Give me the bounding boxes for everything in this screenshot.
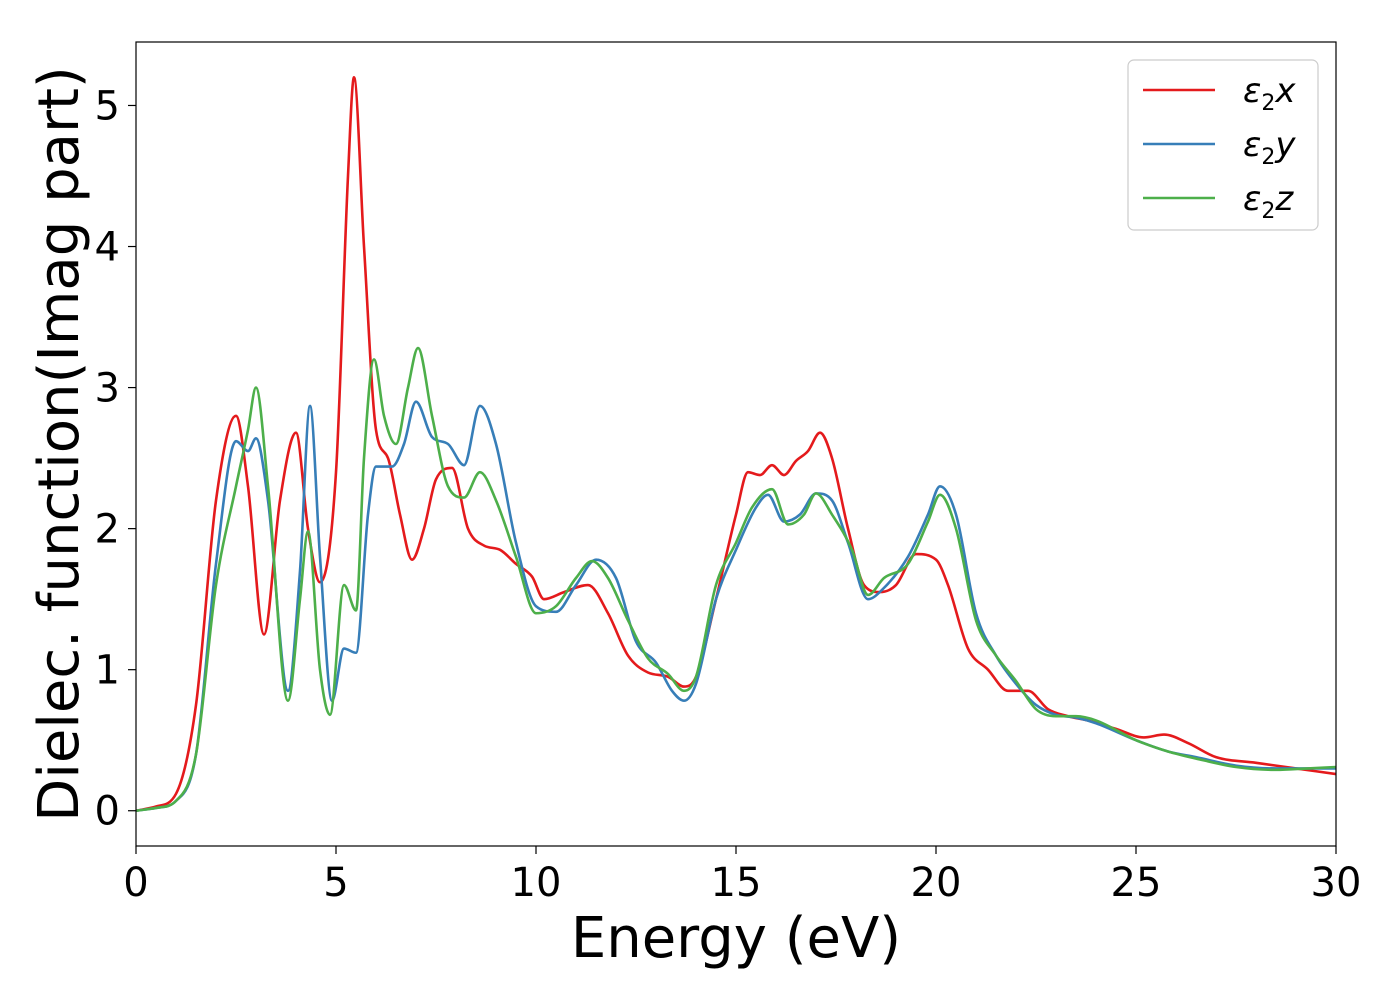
y-tick-label: 1 xyxy=(95,648,120,694)
legend: ε2x ε2y ε2z xyxy=(1127,59,1319,231)
series-line-x xyxy=(135,75,1337,813)
x-tick-label: 25 xyxy=(1111,860,1162,906)
legend-box xyxy=(1127,59,1319,231)
series-layer xyxy=(135,75,1337,813)
x-tick-label: 5 xyxy=(323,860,348,906)
y-tick-label: 5 xyxy=(95,83,120,129)
x-tick-label: 10 xyxy=(511,860,562,906)
x-tick-label: 20 xyxy=(911,860,962,906)
legend-label-z: ε2z xyxy=(1243,179,1294,224)
y-axis-ticks: 0 1 2 3 4 5 xyxy=(95,83,136,835)
y-axis-label: Dielec. function(Imag part) xyxy=(27,66,92,822)
legend-label-y: ε2y xyxy=(1243,125,1296,170)
series-line-z xyxy=(135,346,1337,813)
x-tick-label: 30 xyxy=(1311,860,1362,906)
y-tick-label: 3 xyxy=(95,366,120,412)
x-axis-label: Energy (eV) xyxy=(571,906,901,971)
y-tick-label: 0 xyxy=(95,789,120,835)
y-tick-label: 4 xyxy=(95,225,120,271)
legend-label-x: ε2x xyxy=(1243,71,1296,116)
x-tick-label: 15 xyxy=(711,860,762,906)
x-axis-ticks: 0 5 10 15 20 25 30 xyxy=(123,846,1361,906)
x-tick-label: 0 xyxy=(123,860,148,906)
y-tick-label: 2 xyxy=(95,507,120,553)
